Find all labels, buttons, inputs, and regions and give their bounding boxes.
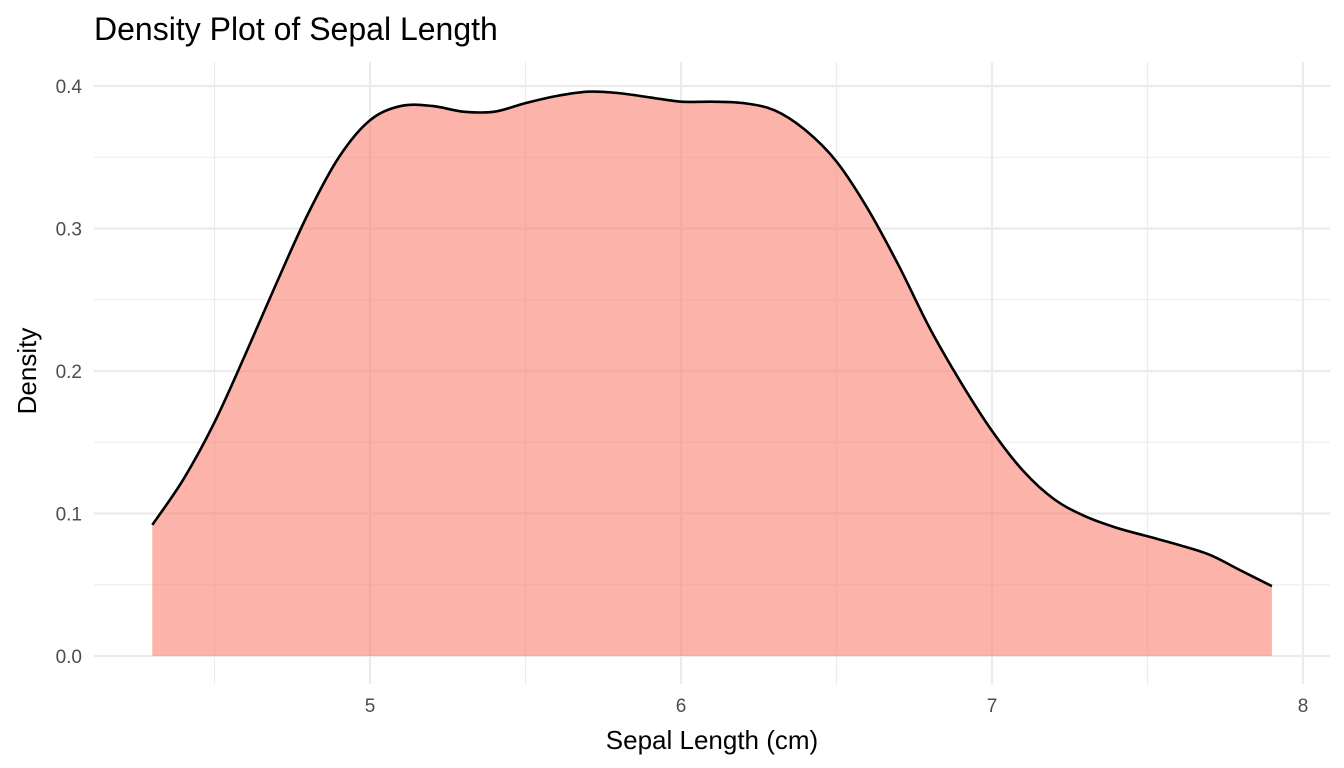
density-line xyxy=(151,90,1273,588)
x-tick-label: 6 xyxy=(676,696,687,717)
y-tick-label: 0.2 xyxy=(56,362,82,383)
y-tick-label: 0.3 xyxy=(56,220,82,241)
x-tick-label: 5 xyxy=(365,696,376,717)
y-axis-title: Density xyxy=(12,328,42,415)
plot-area xyxy=(151,90,1273,656)
x-tick-label: 7 xyxy=(987,696,998,717)
y-tick-label: 0.1 xyxy=(56,505,82,526)
y-tick-label: 0.4 xyxy=(56,77,83,98)
density-area xyxy=(152,91,1272,656)
y-tick-label: 0.0 xyxy=(56,647,82,668)
chart-title: Density Plot of Sepal Length xyxy=(94,11,498,47)
x-axis-title: Sepal Length (cm) xyxy=(606,725,818,755)
x-axis-tick-labels: 5 6 7 8 xyxy=(365,696,1309,717)
x-tick-label: 8 xyxy=(1298,696,1309,717)
y-axis-tick-labels: 0.0 0.1 0.2 0.3 0.4 xyxy=(56,77,83,668)
